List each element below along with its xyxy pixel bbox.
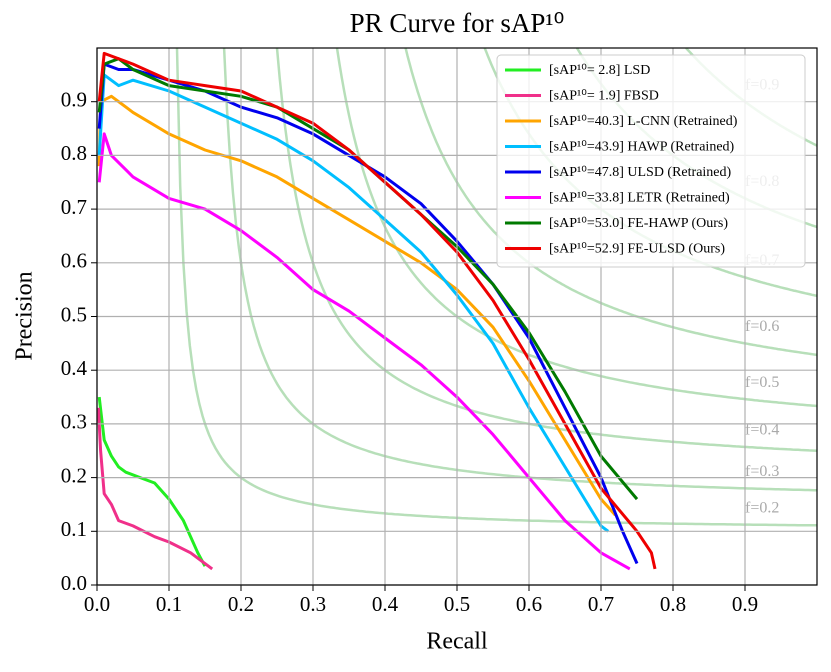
- x-tick-label: 0.4: [372, 592, 399, 616]
- legend-label: [sAP¹⁰=52.9] FE-ULSD (Ours): [549, 242, 725, 257]
- legend-box: [496, 54, 806, 268]
- x-tick-label: 0.8: [660, 592, 686, 616]
- y-tick-label: 0.8: [61, 141, 87, 165]
- y-tick-label: 0.1: [61, 517, 87, 541]
- y-tick-label: 0.7: [61, 195, 87, 219]
- series-line: [97, 73, 610, 533]
- series-line: [97, 132, 631, 571]
- iso-f-label: f=0.3: [745, 463, 779, 480]
- y-tick-label: 0.0: [61, 571, 87, 595]
- iso-f-curve: [404, 48, 817, 357]
- y-tick-label: 0.9: [61, 88, 87, 112]
- iso-f-curve: [175, 48, 817, 527]
- y-tick-label: 0.4: [61, 356, 88, 380]
- legend-label: [sAP¹⁰= 2.8] LSD: [549, 63, 650, 78]
- x-tick-label: 0.5: [444, 592, 470, 616]
- legend: [sAP¹⁰= 2.8] LSD [sAP¹⁰= 1.9] FBSD [sAP¹⁰=…: [496, 54, 806, 268]
- y-axis-label: Precision: [12, 271, 38, 360]
- series-line: [97, 396, 207, 567]
- plot-frame: [96, 47, 818, 586]
- y-tick-label: 0.5: [61, 302, 87, 326]
- iso-f-label: f=0.5: [745, 374, 779, 391]
- x-tick-label: 0.6: [516, 592, 542, 616]
- legend-label: [sAP¹⁰=43.9] HAWP (Retrained): [549, 140, 735, 155]
- chart-title: PR Curve for sAP¹⁰: [350, 8, 565, 38]
- legend-label: [sAP¹⁰=47.8] ULSD (Retrained): [549, 165, 732, 180]
- legend-label: [sAP¹⁰= 1.9] FBSD: [549, 89, 659, 104]
- legend-label: [sAP¹⁰=53.0] FE-HAWP (Ours): [549, 216, 728, 231]
- series-line: [97, 407, 214, 571]
- y-tick-label: 0.6: [61, 249, 87, 273]
- x-tick-label: 0.3: [300, 592, 326, 616]
- series-line: [97, 57, 639, 501]
- y-tick-label: 0.2: [61, 463, 87, 487]
- iso-f-label: f=0.2: [745, 499, 779, 516]
- iso-f-curve: [275, 48, 817, 453]
- iso-f-label: f=0.4: [745, 422, 779, 439]
- x-tick-label: 0.9: [732, 592, 758, 616]
- y-tick-label: 0.3: [61, 410, 87, 434]
- x-tick-label: 0.2: [228, 592, 254, 616]
- iso-f-curve: [222, 48, 817, 492]
- legend-label: [sAP¹⁰=33.8] LETR (Retrained): [549, 191, 730, 206]
- x-tick-label: 0.1: [156, 592, 182, 616]
- x-tick-label: 0.0: [84, 592, 110, 616]
- x-tick-label: 0.7: [588, 592, 614, 616]
- iso-f-label: f=0.6: [745, 318, 779, 335]
- x-axis-label: Recall: [426, 629, 488, 655]
- legend-label: [sAP¹⁰=40.3] L-CNN (Retrained): [549, 114, 738, 129]
